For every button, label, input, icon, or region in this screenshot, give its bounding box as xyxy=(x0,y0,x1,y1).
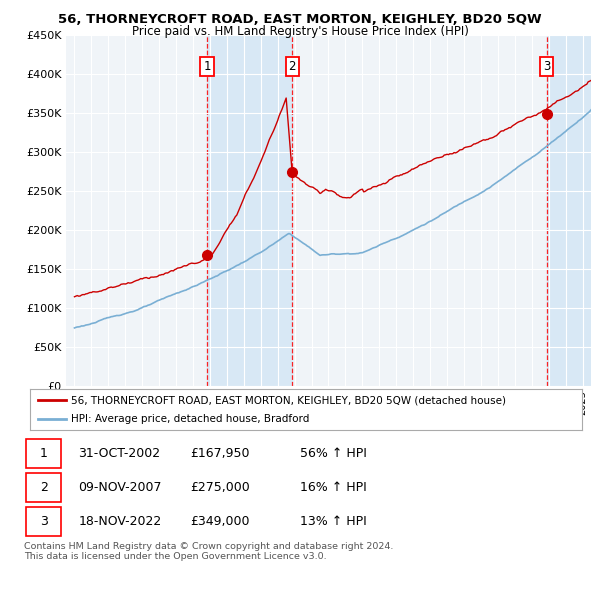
Text: £349,000: £349,000 xyxy=(191,515,250,528)
Text: 09-NOV-2007: 09-NOV-2007 xyxy=(78,481,162,494)
Text: 2: 2 xyxy=(289,60,296,73)
Text: 3: 3 xyxy=(40,515,47,528)
FancyBboxPatch shape xyxy=(26,473,61,501)
FancyBboxPatch shape xyxy=(26,439,61,468)
Bar xyxy=(207,35,292,386)
Text: 56, THORNEYCROFT ROAD, EAST MORTON, KEIGHLEY, BD20 5QW: 56, THORNEYCROFT ROAD, EAST MORTON, KEIG… xyxy=(58,13,542,26)
Bar xyxy=(547,35,591,386)
Text: Price paid vs. HM Land Registry's House Price Index (HPI): Price paid vs. HM Land Registry's House … xyxy=(131,25,469,38)
Text: £167,950: £167,950 xyxy=(191,447,250,460)
Text: 56% ↑ HPI: 56% ↑ HPI xyxy=(300,447,367,460)
Text: 3: 3 xyxy=(543,60,550,73)
Text: 16% ↑ HPI: 16% ↑ HPI xyxy=(300,481,367,494)
Text: HPI: Average price, detached house, Bradford: HPI: Average price, detached house, Brad… xyxy=(71,414,310,424)
Text: Contains HM Land Registry data © Crown copyright and database right 2024.
This d: Contains HM Land Registry data © Crown c… xyxy=(24,542,394,561)
Text: 31-OCT-2002: 31-OCT-2002 xyxy=(78,447,160,460)
Text: 1: 1 xyxy=(40,447,47,460)
Text: 1: 1 xyxy=(203,60,211,73)
Text: 13% ↑ HPI: 13% ↑ HPI xyxy=(300,515,367,528)
Text: 18-NOV-2022: 18-NOV-2022 xyxy=(78,515,161,528)
Text: 56, THORNEYCROFT ROAD, EAST MORTON, KEIGHLEY, BD20 5QW (detached house): 56, THORNEYCROFT ROAD, EAST MORTON, KEIG… xyxy=(71,395,506,405)
FancyBboxPatch shape xyxy=(26,507,61,536)
Text: 2: 2 xyxy=(40,481,47,494)
Text: £275,000: £275,000 xyxy=(191,481,250,494)
